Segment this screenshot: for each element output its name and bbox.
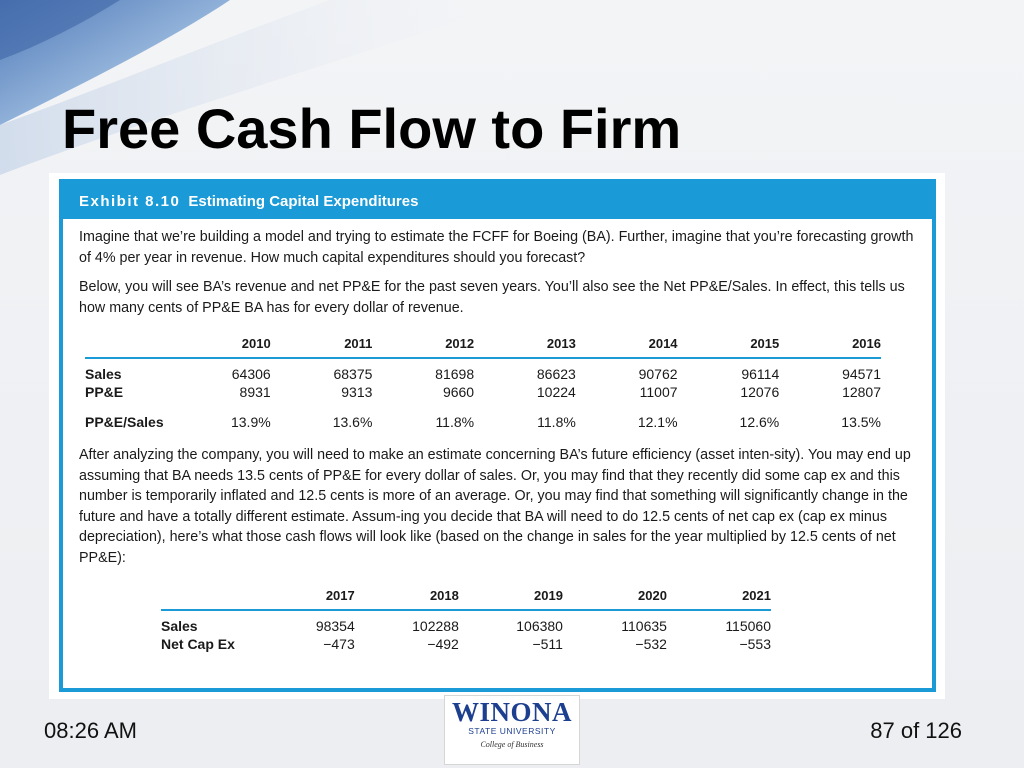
table-cell: −532	[635, 636, 667, 652]
slide-page-number: 87 of 126	[870, 718, 962, 743]
table-row: Sales 64306 68375 81698 86623 90762 9611…	[85, 358, 881, 383]
row-label: Sales	[85, 366, 122, 382]
year-header: 2020	[638, 588, 667, 603]
table-cell: 86623	[536, 366, 576, 382]
table-header-row: 2010 2011 2012 2013 2014 2015 2016	[85, 334, 881, 358]
exhibit-title: Estimating Capital Expenditures	[188, 192, 419, 210]
table-cell: −553	[739, 636, 771, 652]
year-header: 2014	[648, 336, 678, 351]
year-header: 2013	[546, 336, 576, 351]
row-label: PP&E/Sales	[85, 414, 164, 430]
logo-college: College of Business	[480, 740, 544, 749]
table-cell: 11.8%	[537, 414, 576, 430]
historical-table: 2010 2011 2012 2013 2014 2015 2016 Sales…	[85, 334, 881, 431]
table-cell: 8931	[239, 384, 271, 400]
table-cell: 64306	[231, 366, 271, 382]
table-cell: 110635	[621, 618, 667, 634]
year-header: 2012	[445, 336, 475, 351]
table-cell: 94571	[842, 366, 881, 382]
forecast-table: 2017 2018 2019 2020 2021 Sales 98354 102…	[161, 586, 771, 653]
year-header: 2017	[325, 588, 355, 603]
row-label: Net Cap Ex	[161, 636, 235, 652]
year-header: 2010	[241, 336, 271, 351]
exhibit-number: Exhibit 8.10	[79, 192, 181, 210]
table-cell: 68375	[333, 366, 373, 382]
exhibit-paragraph-3: After analyzing the company, you will ne…	[79, 447, 911, 566]
year-header: 2015	[750, 336, 780, 351]
slide-title: Free Cash Flow to Firm	[62, 97, 682, 160]
exhibit-box: Exhibit 8.10 Estimating Capital Expendit…	[59, 179, 936, 692]
logo-wordmark: WINONA	[451, 697, 572, 727]
exhibit-content: Imagine that we’re building a model and …	[63, 219, 932, 653]
table-cell: 9313	[341, 384, 373, 400]
table-row: Sales 98354 102288 106380 110635 115060	[161, 610, 771, 635]
background-swoosh	[0, 0, 520, 175]
table-header-spacer	[85, 334, 169, 358]
table-cell: 12076	[740, 384, 780, 400]
table-cell: 12.1%	[637, 414, 678, 430]
table-row: PP&E/Sales 13.9% 13.6% 11.8% 11.8% 12.1%…	[85, 401, 881, 431]
table-cell: −492	[427, 636, 459, 652]
table-cell: 12807	[842, 384, 881, 400]
year-header: 2011	[344, 336, 373, 351]
table-cell: −473	[323, 636, 355, 652]
table-cell: 10224	[536, 384, 576, 400]
year-header: 2016	[852, 336, 881, 351]
exhibit-paragraph-1: Imagine that we’re building a model and …	[79, 229, 914, 266]
table-cell: 11007	[639, 384, 678, 400]
table-header-row: 2017 2018 2019 2020 2021	[161, 586, 771, 610]
table-cell: 13.6%	[332, 414, 373, 430]
table-cell: −511	[532, 636, 563, 652]
table-cell: 12.6%	[739, 414, 780, 430]
year-header: 2021	[742, 588, 771, 603]
logo-subtitle: STATE UNIVERSITY	[468, 726, 556, 736]
year-header: 2018	[429, 588, 459, 603]
exhibit-header: Exhibit 8.10 Estimating Capital Expendit…	[63, 183, 932, 219]
table-cell: 90762	[638, 366, 678, 382]
table-cell: 9660	[442, 384, 475, 400]
footer-time: 08:26 AM	[44, 718, 137, 743]
table-cell: 81698	[435, 366, 475, 382]
table-cell: 115060	[725, 618, 771, 634]
table-row: PP&E 8931 9313 9660 10224 11007 12076 12…	[85, 383, 881, 401]
exhibit-image: Exhibit 8.10 Estimating Capital Expendit…	[49, 173, 945, 699]
table-cell: 11.8%	[435, 414, 475, 430]
exhibit-paragraph-2: Below, you will see BA’s revenue and net…	[79, 279, 905, 316]
table-cell: 102288	[412, 618, 459, 634]
row-label: PP&E	[85, 384, 124, 400]
table-cell: 13.9%	[230, 414, 271, 430]
table-cell: 96114	[741, 366, 780, 382]
year-header: 2019	[534, 588, 563, 603]
table-cell: 106380	[516, 618, 563, 634]
table-row: Net Cap Ex −473 −492 −511 −532 −553	[161, 635, 771, 653]
row-label: Sales	[161, 618, 198, 634]
table-header-spacer	[161, 586, 252, 610]
winona-logo: WINONA STATE UNIVERSITY College of Busin…	[444, 695, 580, 765]
table-cell: 98354	[315, 618, 355, 634]
table-cell: 13.5%	[841, 414, 881, 430]
